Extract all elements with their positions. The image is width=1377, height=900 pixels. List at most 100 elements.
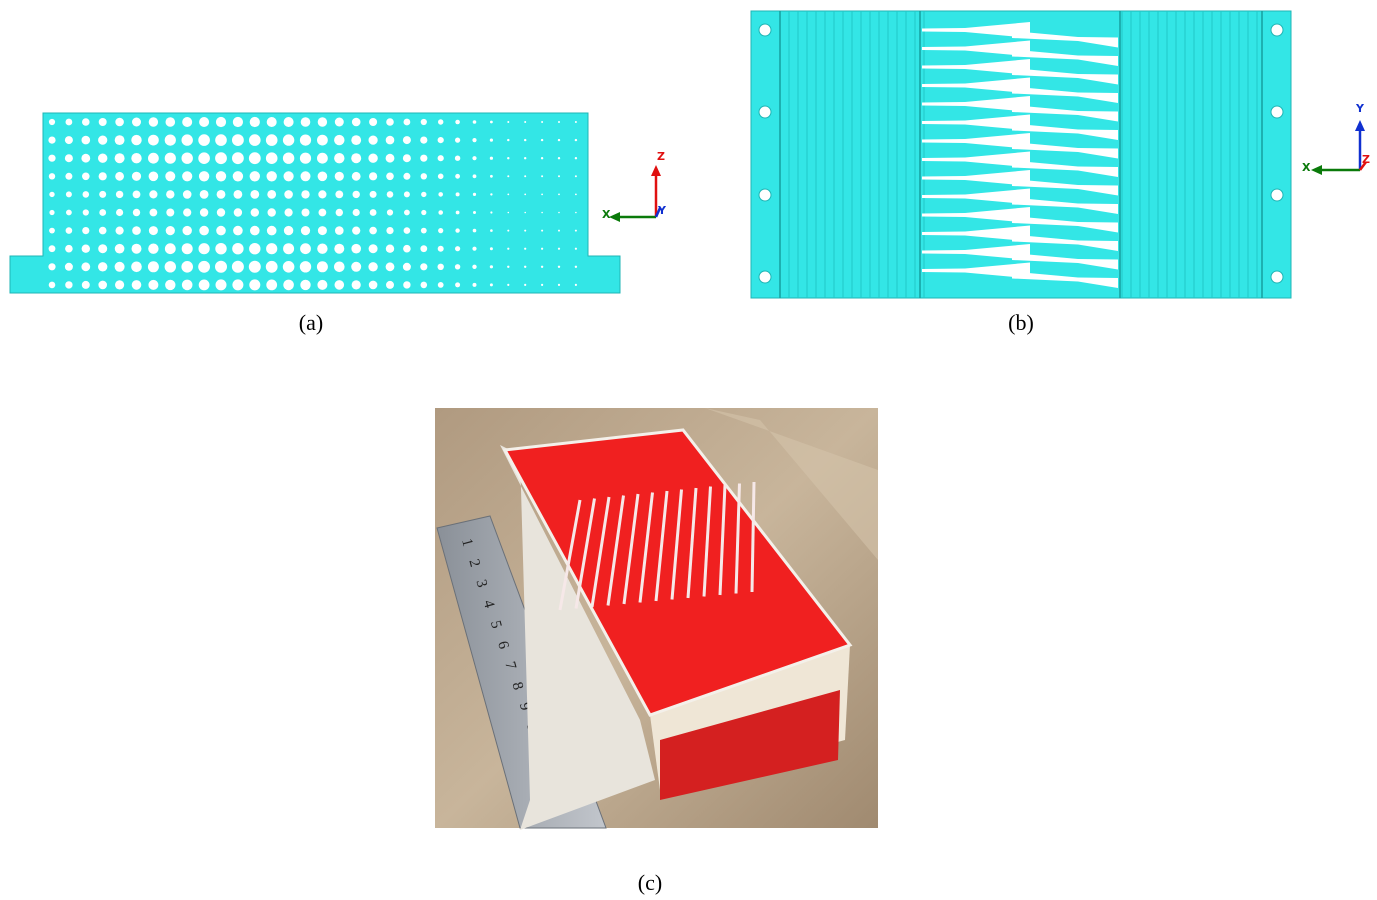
bolt-hole bbox=[1271, 24, 1283, 36]
hole bbox=[301, 190, 309, 198]
hole bbox=[490, 283, 493, 286]
hole bbox=[132, 226, 141, 235]
hole bbox=[165, 153, 176, 164]
hole bbox=[473, 120, 477, 124]
hole bbox=[234, 190, 243, 199]
hole bbox=[284, 117, 294, 127]
hole bbox=[438, 119, 443, 124]
hole bbox=[386, 245, 394, 253]
hole bbox=[403, 245, 411, 253]
arrow bbox=[1311, 165, 1322, 175]
hole bbox=[166, 209, 174, 217]
hole bbox=[115, 244, 125, 254]
hole bbox=[558, 230, 560, 232]
hole bbox=[524, 266, 526, 268]
hole bbox=[575, 157, 577, 159]
hole bbox=[98, 136, 107, 145]
hole bbox=[420, 155, 427, 162]
hole bbox=[249, 279, 260, 290]
hole bbox=[148, 153, 159, 164]
hole bbox=[149, 172, 159, 182]
panel-b: Y X Z (b) bbox=[751, 11, 1370, 335]
caption: (c) bbox=[638, 870, 662, 895]
hole bbox=[49, 282, 56, 289]
hole bbox=[351, 262, 361, 272]
panel-c: 12345678910111213 (c) bbox=[435, 408, 878, 895]
hole bbox=[250, 226, 260, 236]
hole bbox=[455, 246, 460, 251]
hole bbox=[403, 154, 411, 162]
hole bbox=[403, 173, 410, 180]
hole bbox=[541, 284, 543, 286]
hole bbox=[541, 194, 543, 196]
hole bbox=[490, 139, 493, 142]
hole bbox=[387, 191, 394, 198]
hole bbox=[66, 210, 72, 216]
hole bbox=[251, 208, 259, 216]
hole bbox=[335, 226, 344, 235]
hole bbox=[115, 153, 125, 163]
hole bbox=[334, 244, 344, 254]
hole bbox=[455, 138, 460, 143]
hole bbox=[334, 153, 344, 163]
caption: (b) bbox=[1008, 310, 1034, 335]
hole bbox=[49, 173, 55, 179]
hole bbox=[232, 261, 244, 273]
hole bbox=[317, 244, 327, 254]
hole bbox=[115, 262, 125, 272]
hole bbox=[182, 280, 193, 291]
hole bbox=[575, 212, 577, 214]
hole bbox=[438, 264, 444, 270]
hole bbox=[182, 153, 193, 164]
hole bbox=[575, 266, 577, 268]
hole bbox=[524, 284, 526, 286]
hole bbox=[81, 262, 90, 271]
hole bbox=[455, 156, 460, 161]
hole bbox=[249, 152, 261, 164]
hole bbox=[318, 172, 328, 182]
bolt-hole bbox=[1271, 106, 1283, 118]
hole bbox=[216, 226, 226, 236]
hole bbox=[148, 244, 158, 254]
hole bbox=[199, 243, 210, 254]
hole bbox=[558, 248, 560, 250]
hole bbox=[558, 139, 560, 141]
hole bbox=[115, 118, 124, 127]
hole bbox=[82, 136, 91, 145]
hole bbox=[82, 118, 90, 126]
hole bbox=[98, 244, 107, 253]
hole bbox=[149, 226, 158, 235]
hole bbox=[182, 134, 193, 145]
hole bbox=[132, 244, 142, 254]
hole bbox=[249, 134, 261, 146]
hole bbox=[182, 243, 193, 254]
hole bbox=[233, 117, 243, 127]
hole bbox=[335, 191, 343, 199]
hole bbox=[301, 117, 311, 127]
hole bbox=[148, 280, 158, 290]
arrow bbox=[651, 165, 661, 176]
hole bbox=[49, 210, 54, 215]
hole bbox=[216, 117, 226, 127]
hole bbox=[473, 283, 477, 287]
hole bbox=[115, 135, 125, 145]
hole bbox=[490, 229, 493, 232]
hole bbox=[472, 138, 476, 142]
hole bbox=[541, 157, 543, 159]
bolt-hole bbox=[759, 24, 771, 36]
hole bbox=[284, 171, 294, 181]
hole bbox=[438, 210, 443, 215]
hole bbox=[387, 209, 393, 215]
hole bbox=[182, 171, 192, 181]
hole bbox=[200, 190, 209, 199]
hole bbox=[558, 175, 560, 177]
hole bbox=[386, 262, 395, 271]
hole bbox=[386, 173, 394, 181]
hole bbox=[232, 279, 243, 290]
hole bbox=[541, 230, 543, 232]
hole bbox=[370, 191, 377, 198]
hole bbox=[301, 226, 310, 235]
hole bbox=[368, 154, 377, 163]
hole bbox=[132, 118, 141, 127]
hole bbox=[369, 118, 377, 126]
